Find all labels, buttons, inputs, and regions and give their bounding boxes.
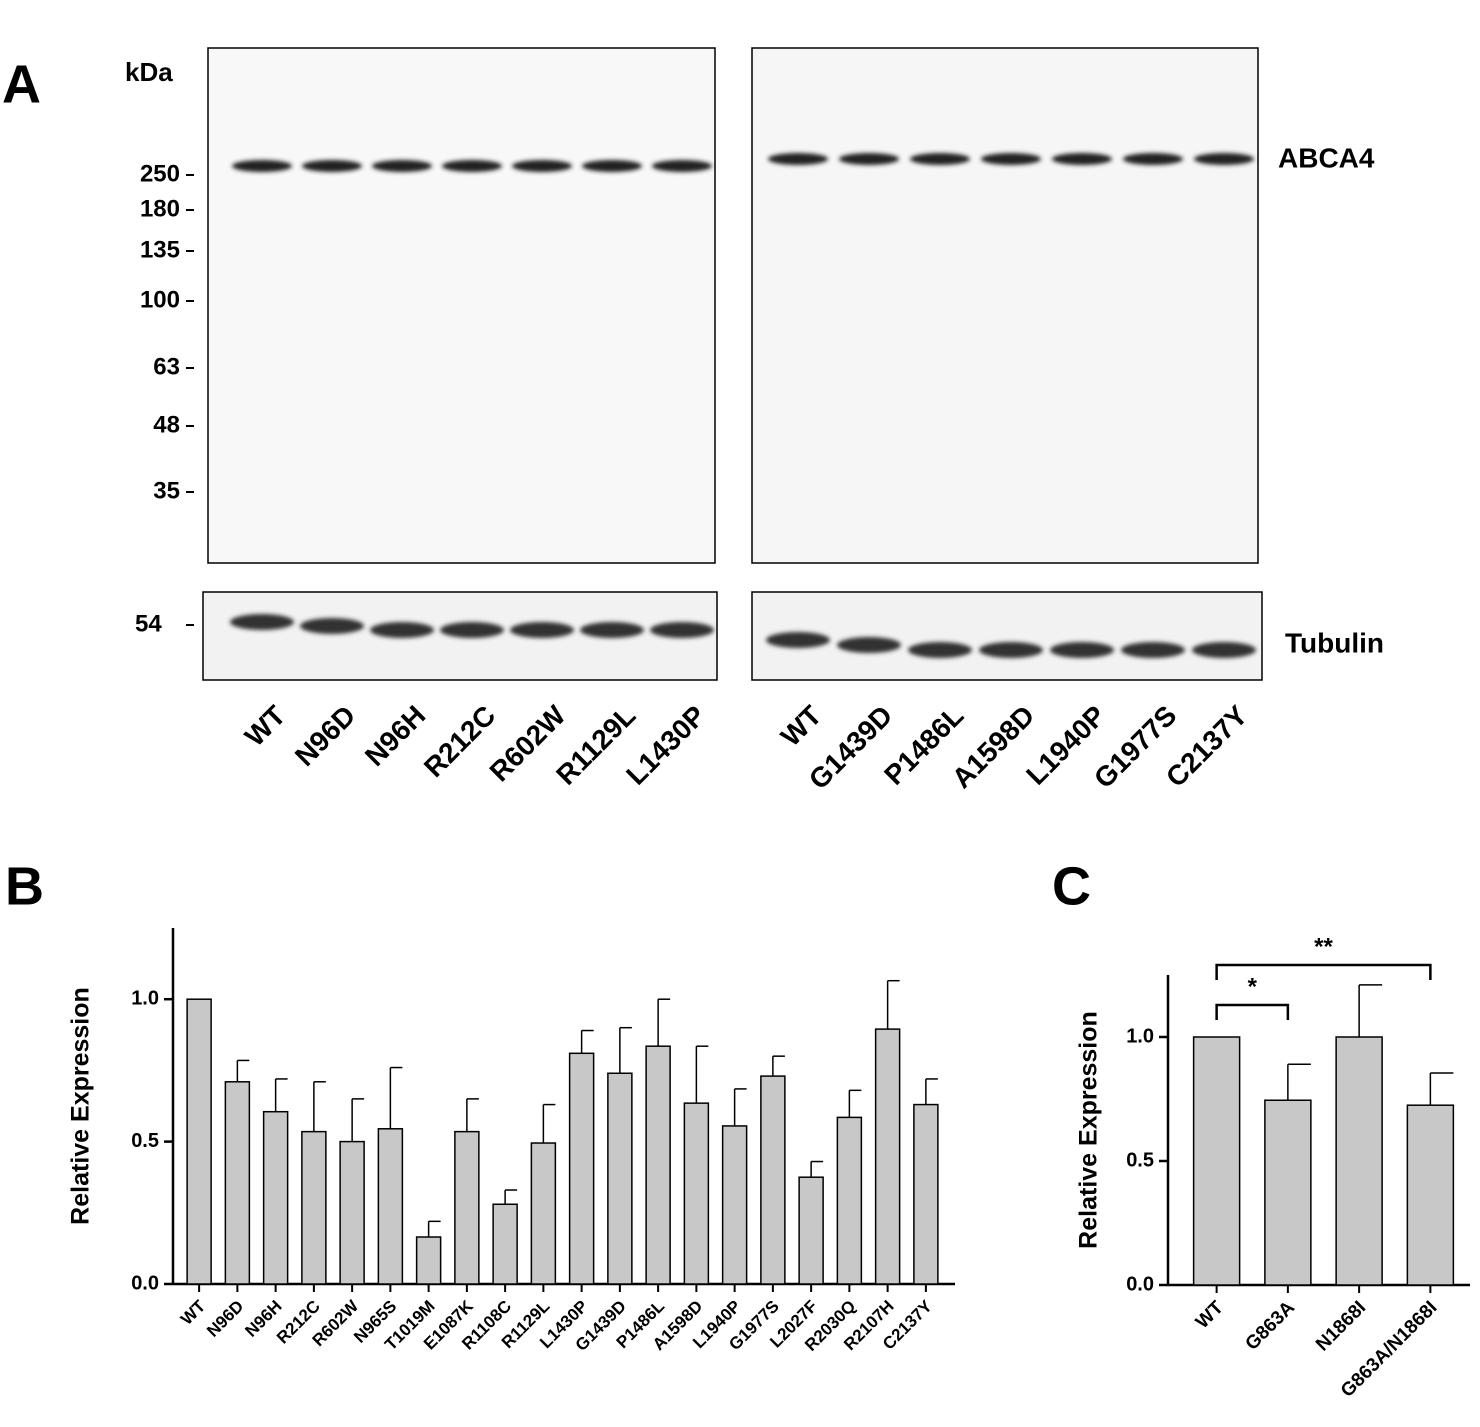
band: [981, 153, 1041, 165]
lane-label: WT: [239, 700, 292, 753]
band: [908, 642, 972, 658]
band: [232, 160, 292, 172]
marker-label: 54: [135, 610, 162, 637]
band: [1050, 642, 1114, 658]
bar: [492, 1203, 518, 1285]
marker-label: 250: [140, 160, 180, 187]
band: [910, 153, 970, 165]
band: [230, 614, 294, 630]
x-tick-label: G863A: [1242, 1297, 1300, 1355]
x-tick-label: WT: [1192, 1297, 1228, 1333]
band: [440, 622, 504, 638]
x-tick-label: WT: [177, 1296, 210, 1329]
marker-label: 180: [140, 195, 180, 222]
band: [979, 642, 1043, 658]
significance-bracket: [1215, 1003, 1290, 1020]
x-tick-label: N1868I: [1312, 1297, 1370, 1355]
band: [1052, 153, 1112, 165]
band: [650, 622, 714, 638]
marker-label: 135: [140, 236, 180, 263]
x-tick-label: N96D: [203, 1297, 247, 1341]
band: [582, 160, 642, 172]
band: [510, 622, 574, 638]
bar: [683, 1102, 710, 1285]
significance-label: **: [1314, 933, 1333, 960]
lane-label: WT: [775, 700, 828, 753]
y-tick-label: 1.0: [131, 987, 159, 1009]
bar: [186, 998, 212, 1285]
bar: [339, 1140, 365, 1285]
bar: [913, 1103, 939, 1285]
band: [372, 160, 432, 172]
lane-label: L1430P: [620, 700, 711, 791]
bar: [377, 1128, 404, 1285]
y-tick-label: 0.5: [131, 1130, 159, 1152]
band: [1123, 153, 1183, 165]
unit-label: kDa: [125, 57, 173, 87]
panel-label: A: [2, 54, 41, 114]
band: [580, 622, 644, 638]
band: [300, 618, 364, 634]
bar: [798, 1176, 824, 1285]
band: [1194, 153, 1254, 165]
bar: [262, 1110, 289, 1285]
band: [837, 637, 901, 653]
bar: [530, 1142, 557, 1285]
bar: [568, 1052, 595, 1285]
blot-frame: [751, 47, 1259, 564]
band: [442, 160, 502, 172]
bar: [224, 1081, 251, 1285]
band-label: Tubulin: [1285, 627, 1384, 658]
band: [768, 153, 828, 165]
y-tick-label: 0.0: [131, 1272, 159, 1294]
panel-label: B: [5, 856, 44, 916]
bar: [415, 1236, 442, 1285]
bar: [607, 1072, 633, 1285]
marker-label: 35: [153, 477, 180, 504]
significance-bracket: [1215, 963, 1432, 980]
band: [1192, 642, 1256, 658]
marker-label: 100: [140, 286, 180, 313]
bar: [836, 1116, 863, 1285]
bar: [1192, 1036, 1241, 1286]
marker-label: 63: [153, 353, 180, 380]
panel-label: C: [1052, 856, 1091, 916]
significance-label: *: [1248, 973, 1258, 1000]
blot-frame: [207, 47, 716, 564]
band: [766, 632, 830, 648]
bar: [1335, 1036, 1383, 1286]
y-tick-label: 0.5: [1126, 1149, 1154, 1171]
band: [839, 153, 899, 165]
y-tick-label: 1.0: [1126, 1025, 1154, 1047]
y-tick-label: 0.0: [1126, 1273, 1154, 1295]
bar: [1406, 1104, 1455, 1286]
blot-frame: [751, 591, 1263, 681]
bar: [874, 1028, 901, 1285]
bar: [760, 1075, 786, 1285]
bar: [721, 1125, 748, 1285]
marker-label: 48: [153, 411, 180, 438]
bar: [645, 1045, 671, 1285]
y-axis-label: Relative Expression: [1075, 1011, 1103, 1249]
bar: [1264, 1099, 1312, 1286]
band: [302, 160, 362, 172]
bar: [301, 1130, 327, 1285]
band: [652, 160, 712, 172]
bar: [454, 1130, 480, 1285]
band-label: ABCA4: [1278, 142, 1375, 173]
lane-label: N96D: [289, 700, 362, 773]
band: [370, 622, 434, 638]
band: [512, 160, 572, 172]
y-axis-label: Relative Expression: [67, 987, 95, 1225]
band: [1121, 642, 1185, 658]
